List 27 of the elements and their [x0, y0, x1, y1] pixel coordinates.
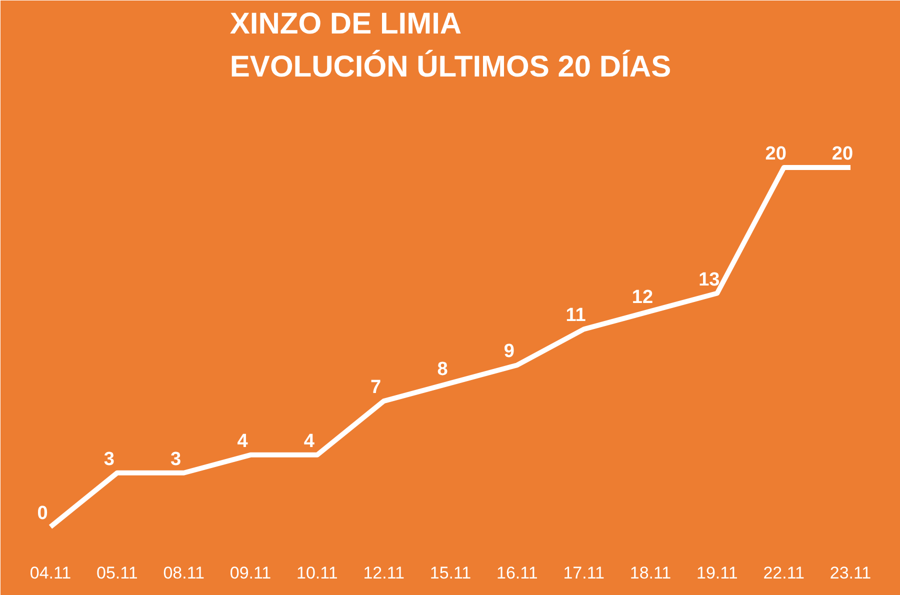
data-label: 12 — [632, 287, 654, 308]
data-label: 9 — [504, 341, 514, 362]
x-tick-label: 19.11 — [696, 564, 738, 582]
x-tick-label: 09.11 — [230, 564, 272, 582]
data-label: 20 — [765, 144, 786, 165]
data-label: 4 — [237, 430, 248, 452]
data-label: 7 — [370, 377, 382, 398]
x-tick-label: 15.11 — [430, 564, 472, 582]
x-tick-label: 23.11 — [830, 564, 872, 582]
data-label: 4 — [304, 430, 315, 452]
data-label: 0 — [37, 502, 48, 524]
x-tick-label: 04.11 — [30, 564, 72, 582]
x-tick-label: 17.11 — [563, 564, 604, 582]
data-label: 20 — [832, 144, 854, 165]
x-tick-label: 08.11 — [163, 564, 204, 582]
data-label: 13 — [698, 269, 720, 290]
x-tick-label: 10.11 — [296, 564, 338, 582]
chart-title: XINZO DE LIMIA EVOLUCIÓN ÚLTIMOS 20 DÍAS — [230, 8, 672, 84]
x-tick-label: 05.11 — [96, 564, 138, 582]
x-tick-label: 22.11 — [763, 564, 804, 582]
x-tick-label: 12.11 — [363, 564, 404, 582]
data-label: 3 — [104, 448, 114, 470]
data-label: 3 — [170, 448, 182, 470]
x-tick-label: 16.11 — [496, 564, 538, 582]
data-label: 11 — [566, 305, 586, 326]
data-label: 8 — [437, 359, 448, 380]
x-tick-label: 18.11 — [630, 564, 672, 582]
